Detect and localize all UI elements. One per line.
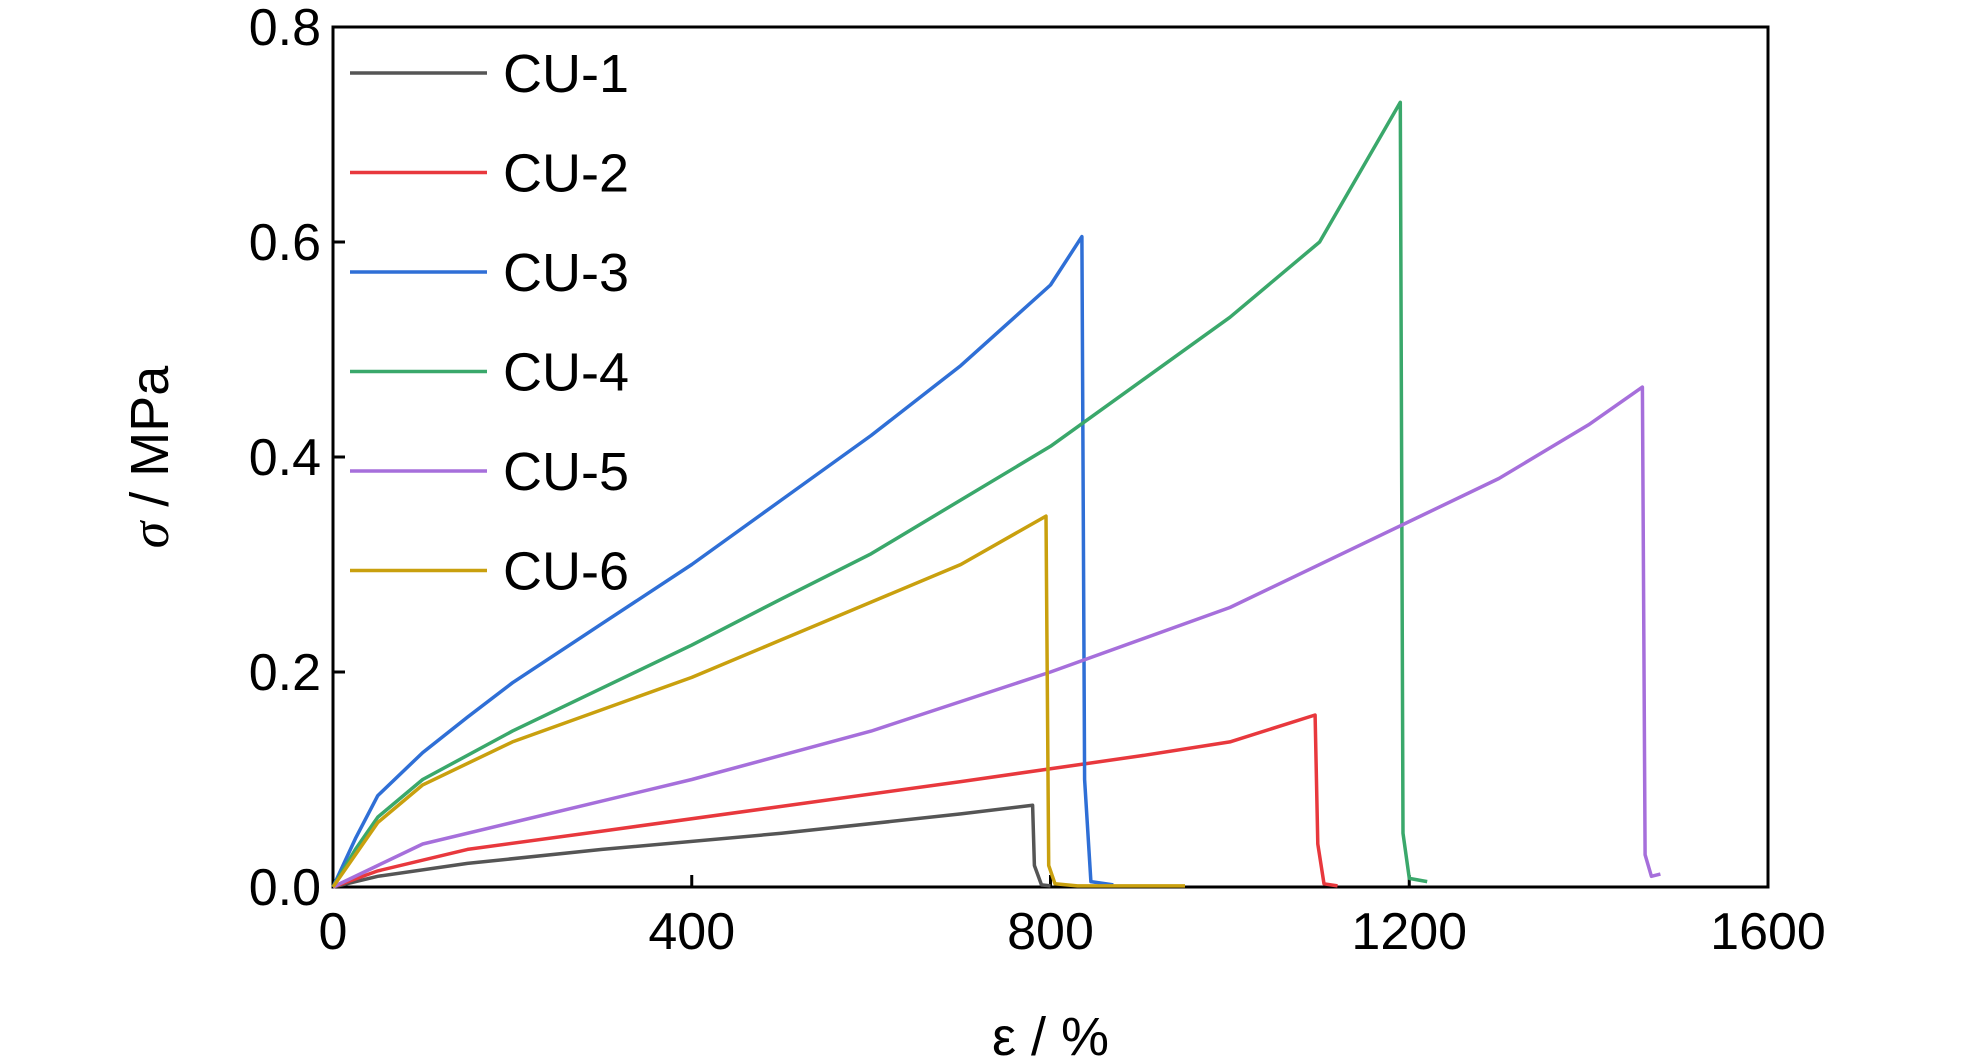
legend-label-cu-2: CU-2 (503, 144, 629, 204)
y-ticks: 0.0 0.2 0.4 0.6 0.8 (249, 0, 345, 917)
y-axis-unit: / MPa (120, 365, 180, 522)
x-ticks: 0 400 800 1200 1600 (319, 875, 1826, 961)
legend-label-cu-3: CU-3 (503, 243, 629, 303)
y-axis-title: σ / MPa (120, 365, 180, 549)
y-tick-label: 0.0 (249, 859, 321, 917)
series-line-cu-5 (332, 385, 1661, 889)
series-line-cu-4 (331, 100, 1428, 888)
x-tick-label: 1200 (1351, 903, 1467, 961)
x-axis-title: ε / % (992, 1007, 1109, 1063)
legend-label-cu-4: CU-4 (503, 343, 629, 403)
y-tick-label: 0.8 (249, 0, 321, 57)
x-tick-label: 0 (319, 903, 348, 961)
legend-label-cu-1: CU-1 (503, 44, 629, 104)
y-axis-symbol: σ (120, 519, 180, 548)
series-line-cu-1 (332, 803, 1051, 889)
y-tick-label: 0.4 (249, 429, 321, 487)
y-tick-label: 0.6 (249, 214, 321, 272)
x-tick-label: 1600 (1710, 903, 1826, 961)
legend-label-cu-6: CU-6 (503, 542, 629, 602)
legend-label-cu-5: CU-5 (503, 442, 629, 502)
series-line-cu-2 (332, 713, 1338, 889)
series-line-cu-3 (331, 234, 1114, 888)
series-lines (331, 100, 1661, 889)
series-line-cu-6 (331, 514, 1185, 888)
x-tick-label: 400 (648, 903, 735, 961)
x-tick-label: 800 (1007, 903, 1094, 961)
y-tick-label: 0.2 (249, 644, 321, 702)
legend: CU-1 CU-2 CU-3 CU-4 CU-5 CU-6 (350, 44, 629, 602)
